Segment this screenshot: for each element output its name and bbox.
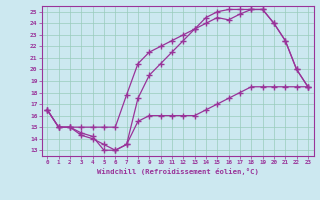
X-axis label: Windchill (Refroidissement éolien,°C): Windchill (Refroidissement éolien,°C): [97, 168, 259, 175]
